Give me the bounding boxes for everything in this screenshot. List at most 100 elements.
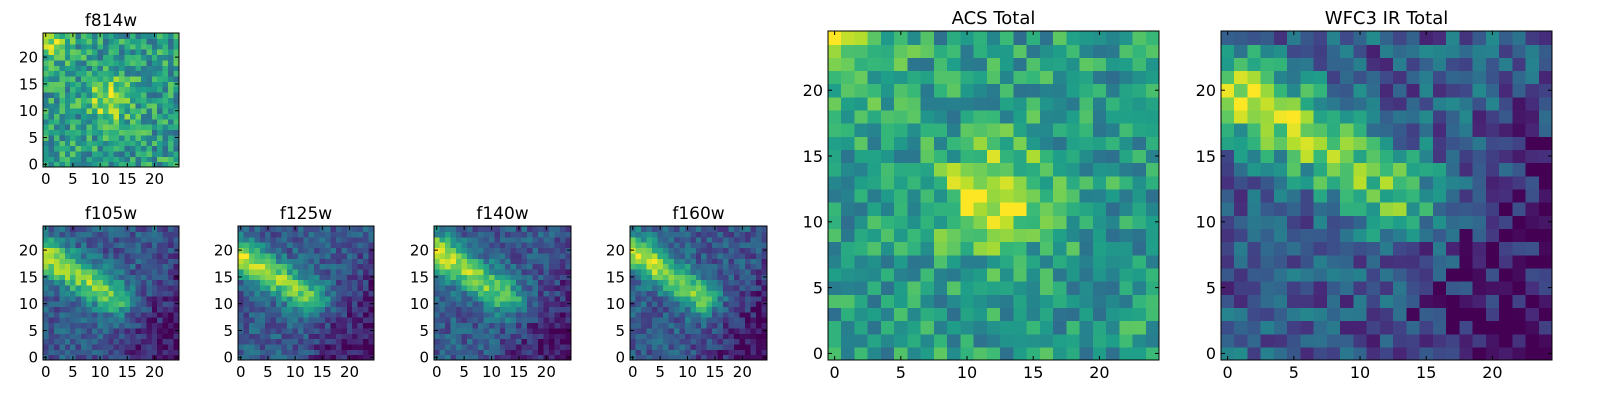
heatmap-cell: [560, 354, 567, 361]
heatmap-cell: [1326, 188, 1341, 203]
heatmap-cell: [1525, 31, 1540, 45]
heatmap-cell: [1485, 254, 1500, 269]
heatmap-cell: [1066, 31, 1081, 45]
x-tick-label: 0: [628, 363, 638, 381]
heatmap-cell: [1119, 346, 1134, 361]
heatmap-cell: [684, 311, 691, 318]
heatmap-cell: [1119, 281, 1134, 295]
heatmap-cell: [1340, 307, 1354, 322]
heatmap-cell: [728, 279, 735, 286]
heatmap-cell: [695, 322, 702, 329]
heatmap-cell: [668, 295, 675, 302]
heatmap-cell: [276, 236, 283, 243]
heatmap-cell: [64, 102, 71, 109]
heatmap-cell: [717, 263, 724, 270]
heatmap-cell: [91, 81, 98, 88]
heatmap-cell: [841, 320, 856, 335]
heatmap-cell: [292, 295, 299, 302]
heatmap-cell: [761, 333, 768, 340]
heatmap-cell: [286, 268, 293, 275]
heatmap-cell: [157, 81, 164, 88]
heatmap-cell: [297, 354, 304, 361]
heatmap-cell: [1260, 44, 1275, 58]
heatmap-cell: [70, 349, 77, 356]
heatmap-cell: [706, 295, 713, 302]
heatmap-cell: [651, 263, 658, 270]
heatmap-cell: [1079, 149, 1094, 164]
heatmap-cell: [712, 338, 719, 345]
heatmap-cell: [1340, 241, 1354, 256]
heatmap-cell: [157, 295, 164, 302]
heatmap-cell: [1340, 267, 1354, 282]
heatmap-cell: [43, 231, 50, 238]
heatmap-cell: [510, 258, 517, 265]
heatmap-cell: [53, 145, 60, 152]
heatmap-cell: [1287, 175, 1302, 190]
heatmap-cell: [363, 317, 370, 324]
heatmap-cell: [108, 252, 115, 259]
heatmap-cell: [1300, 307, 1315, 322]
heatmap-cell: [303, 354, 310, 361]
heatmap-cell: [130, 108, 137, 114]
heatmap-cell: [113, 124, 120, 131]
heatmap-cell: [461, 242, 468, 249]
heatmap-cell: [439, 268, 446, 275]
heatmap-cell: [297, 279, 304, 286]
heatmap-cell: [1039, 267, 1054, 282]
heatmap-cell: [756, 284, 763, 291]
heatmap-cell: [97, 65, 104, 72]
heatmap-cell: [75, 226, 82, 232]
heatmap-cell: [48, 145, 55, 152]
heatmap-cell: [346, 327, 353, 334]
heatmap-cell: [346, 306, 353, 313]
heatmap-cell: [880, 320, 895, 335]
heatmap-cell: [483, 247, 490, 254]
heatmap-cell: [102, 134, 109, 141]
heatmap-cell: [259, 247, 266, 254]
heatmap-cell: [640, 317, 648, 324]
heatmap-cell: [341, 290, 348, 297]
heatmap-cell: [173, 258, 180, 265]
heatmap-cell: [867, 281, 882, 295]
heatmap-cell: [97, 81, 104, 88]
heatmap-cell: [828, 136, 842, 151]
heatmap-cell: [330, 327, 337, 334]
heatmap-cell: [1366, 44, 1381, 58]
heatmap-cell: [477, 327, 484, 334]
heatmap-cell: [64, 322, 71, 329]
heatmap-cell: [894, 254, 909, 269]
heatmap-cell: [314, 263, 321, 270]
heatmap-cell: [1538, 149, 1553, 164]
heatmap-cell: [91, 38, 98, 45]
heatmap-cell: [86, 327, 93, 334]
heatmap-cell: [444, 231, 452, 238]
heatmap-cell: [286, 236, 293, 243]
heatmap-cell: [146, 322, 153, 329]
heatmap-cell: [238, 317, 245, 324]
heatmap-cell: [1039, 333, 1054, 348]
heatmap-cell: [651, 242, 658, 249]
heatmap-cell: [70, 322, 77, 329]
heatmap-cell: [135, 263, 142, 270]
heatmap-cell: [880, 123, 895, 137]
heatmap-cell: [168, 295, 175, 302]
heatmap-cell: [679, 311, 686, 318]
heatmap-cell: [297, 263, 304, 270]
heatmap-cell: [259, 242, 266, 249]
heatmap-cell: [248, 317, 255, 324]
heatmap-cell: [130, 59, 137, 66]
heatmap-cell: [162, 284, 169, 291]
heatmap-cell: [1313, 188, 1328, 203]
heatmap-cell: [745, 231, 752, 238]
heatmap-cell: [319, 247, 326, 254]
heatmap-cell: [259, 279, 266, 286]
heatmap-cell: [86, 279, 93, 286]
heatmap-cell: [1000, 215, 1014, 229]
heatmap-cell: [1300, 162, 1315, 177]
heatmap-cell: [455, 333, 462, 340]
heatmap-cell: [168, 91, 175, 98]
heatmap-cell: [81, 236, 88, 243]
heatmap-cell: [527, 354, 534, 361]
heatmap-cell: [81, 65, 88, 72]
